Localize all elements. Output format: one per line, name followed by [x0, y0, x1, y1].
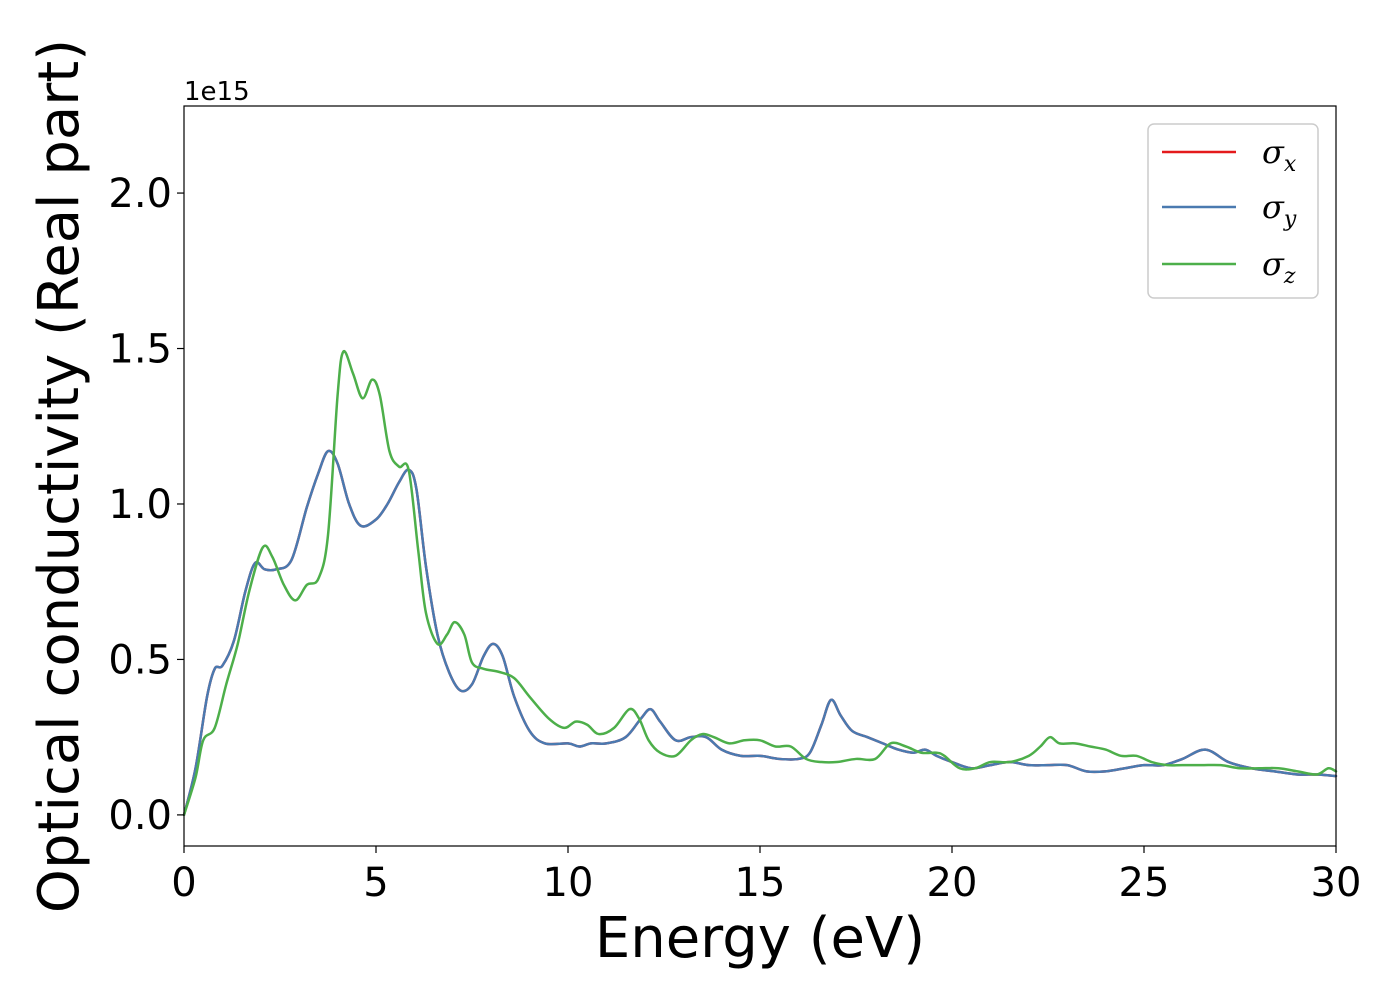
x-tick-label: 25 [1119, 860, 1170, 906]
x-tick-label: 30 [1311, 860, 1362, 906]
y-tick-label: 0.5 [108, 637, 172, 683]
y-tick-label: 1.0 [108, 482, 172, 528]
legend-label-sigma-z: σz [1262, 245, 1296, 289]
x-tick-label: 10 [543, 860, 594, 906]
series-layer [182, 349, 1338, 817]
y-tick-label: 2.0 [108, 171, 172, 217]
x-tick-label: 20 [927, 860, 978, 906]
series-line-sigma-z [182, 349, 1338, 817]
x-axis-label: Energy (eV) [595, 906, 925, 971]
y-axis-label: Optical conductivity (Real part) [27, 39, 92, 913]
x-tick-label: 0 [171, 860, 196, 906]
y-tick-label: 1.5 [108, 327, 172, 373]
legend: σx σy σz [1147, 123, 1319, 299]
y-axis: 0.0 0.5 1.0 1.5 2.0 [108, 171, 184, 839]
legend-label-sigma-y: σy [1262, 188, 1297, 232]
x-axis: 0 5 10 15 20 25 30 [171, 846, 1361, 906]
series-line-sigma-y [182, 449, 1338, 817]
y-offset-label: 1e15 [184, 77, 250, 107]
x-tick-label: 5 [363, 860, 388, 906]
x-tick-label: 15 [735, 860, 786, 906]
legend-frame [1147, 123, 1319, 299]
y-tick-label: 0.0 [108, 793, 172, 839]
legend-label-sigma-x: σx [1262, 133, 1297, 177]
plot-area [184, 106, 1336, 846]
